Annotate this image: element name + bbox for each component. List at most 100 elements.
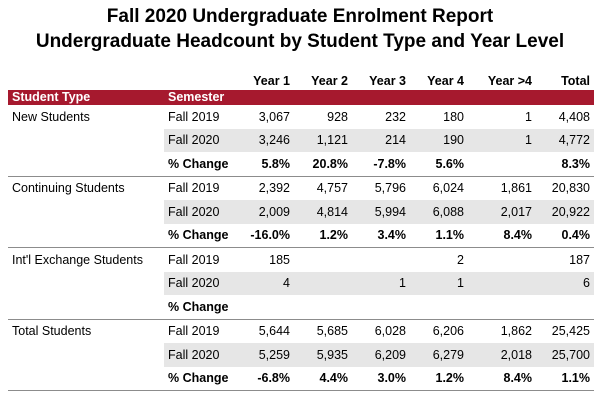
semester-cell: Fall 2020 [164, 128, 236, 152]
value-cell [236, 295, 294, 319]
value-cell: 4,757 [294, 175, 352, 200]
student-type-cell [8, 152, 164, 176]
table-row: % Change [8, 295, 594, 319]
value-cell: 5,796 [352, 175, 410, 200]
semester-cell: % Change [168, 299, 229, 314]
value-cell: 2,009 [236, 200, 294, 224]
value-cell: 2,392 [236, 175, 294, 200]
value-cell: 187 [536, 247, 594, 272]
value-cell: 6,024 [410, 175, 468, 200]
semester-cell: Fall 2019 [164, 318, 236, 343]
semester-cell: Fall 2019 [164, 175, 236, 200]
value-cell: 1 [410, 271, 468, 295]
table-row: Continuing Students Fall 2019 2,392 4,757 5,… [8, 175, 594, 200]
value-cell [352, 247, 410, 272]
value-cell: 0.4% [561, 228, 591, 243]
red-header-filler [294, 90, 352, 105]
value-cell: 4 [236, 271, 294, 295]
enrolment-table: Year 1 Year 2 Year 3 Year 4 Year >4 Tota… [8, 72, 594, 391]
report-subtitle: Undergraduate Headcount by Student Type … [35, 31, 565, 52]
student-type-cell [8, 129, 164, 153]
semester-cell: Fall 2019 [168, 109, 220, 124]
value-cell: 1.1% [435, 228, 465, 243]
value-cell: 3,067 [258, 109, 290, 124]
value-cell: 2 [410, 247, 468, 272]
value-cell: 20,830 [536, 175, 594, 200]
value-cell: 1,861 [468, 175, 536, 200]
col-header-year-gt4: Year >4 [487, 74, 532, 88]
value-cell: 928 [327, 109, 348, 124]
value-cell: 4,814 [294, 200, 352, 224]
value-cell: 180 [443, 109, 464, 124]
red-header-filler [352, 90, 410, 105]
table-row: % Change 5.8% 20.8% -7.8% 5.6% 8.3% [8, 152, 594, 176]
table-row: % Change -6.8% 4.4% 3.0% 1.2% 8.4% 1.1% [8, 366, 594, 391]
value-cell: 3,246 [236, 128, 294, 152]
semester-cell: % Change [168, 228, 229, 243]
value-cell: 5.6% [435, 156, 465, 171]
student-type-cell: Continuing Students [8, 175, 164, 200]
value-cell: 1.2% [410, 366, 468, 391]
value-cell: 8.3% [561, 156, 591, 171]
col-header-total: Total [561, 74, 590, 88]
value-cell: 3.4% [377, 228, 407, 243]
student-type-cell [8, 366, 164, 391]
empty-header [8, 72, 164, 90]
table-row: Total Students Fall 2019 5,644 5,685 6,028 6,… [8, 318, 594, 343]
table-row: Fall 2020 3,246 1,121 214 190 1 4,772 [8, 128, 594, 153]
red-header-row: Student Type Semester [8, 90, 594, 105]
student-type-cell [8, 200, 164, 224]
value-cell: -6.8% [236, 366, 294, 391]
value-cell: 1 [468, 128, 536, 152]
value-cell: 1 [525, 109, 532, 124]
student-type-header: Student Type [8, 90, 164, 105]
value-cell: 5,259 [236, 343, 294, 367]
value-cell: 1,862 [468, 318, 536, 343]
table-row: Fall 2020 5,259 5,935 6,209 6,279 2,018 25,700 [8, 343, 594, 367]
semester-cell: Fall 2020 [164, 343, 236, 367]
value-cell: 185 [236, 247, 294, 272]
table-row: Int'l Exchange Students Fall 2019 185 2 187 [8, 247, 594, 272]
value-cell [294, 271, 352, 295]
col-header-year4: Year 4 [427, 74, 464, 88]
value-cell: 5,994 [352, 200, 410, 224]
student-type-cell: Int'l Exchange Students [8, 247, 164, 272]
semester-cell: % Change [164, 366, 236, 391]
empty-header [164, 72, 236, 90]
col-header-year1: Year 1 [253, 74, 290, 88]
value-cell: 4.4% [294, 366, 352, 391]
semester-header: Semester [164, 90, 236, 105]
value-cell [294, 295, 352, 319]
value-cell [468, 152, 536, 176]
semester-cell: % Change [168, 156, 229, 171]
value-cell [468, 295, 536, 319]
value-cell: -16.0% [250, 228, 290, 243]
semester-cell: Fall 2019 [164, 247, 236, 272]
table-row: Fall 2020 4 1 1 6 [8, 271, 594, 295]
value-cell: 190 [410, 128, 468, 152]
red-header-filler [536, 90, 594, 105]
red-header-filler [410, 90, 468, 105]
red-header-filler [236, 90, 294, 105]
report-title: Fall 2020 Undergraduate Enrolment Report [106, 6, 494, 27]
value-cell: 1 [352, 271, 410, 295]
value-cell: 214 [352, 128, 410, 152]
value-cell: 1,121 [294, 128, 352, 152]
value-cell: 5,685 [294, 318, 352, 343]
value-cell [468, 247, 536, 272]
col-header-year2: Year 2 [311, 74, 348, 88]
value-cell: 25,700 [536, 343, 594, 367]
table-row: New Students Fall 2019 3,067 928 232 180 1 4,40… [8, 105, 594, 129]
value-cell: 5.8% [261, 156, 291, 171]
value-cell: 6,206 [410, 318, 468, 343]
value-cell: 25,425 [536, 318, 594, 343]
value-cell: 1.1% [536, 366, 594, 391]
value-cell: 6,028 [352, 318, 410, 343]
student-type-cell: Total Students [8, 318, 164, 343]
value-cell: 2,017 [468, 200, 536, 224]
value-cell: 20,922 [536, 200, 594, 224]
value-cell: 232 [385, 109, 406, 124]
value-cell [410, 295, 468, 319]
value-cell [294, 247, 352, 272]
semester-cell: Fall 2020 [164, 271, 236, 295]
